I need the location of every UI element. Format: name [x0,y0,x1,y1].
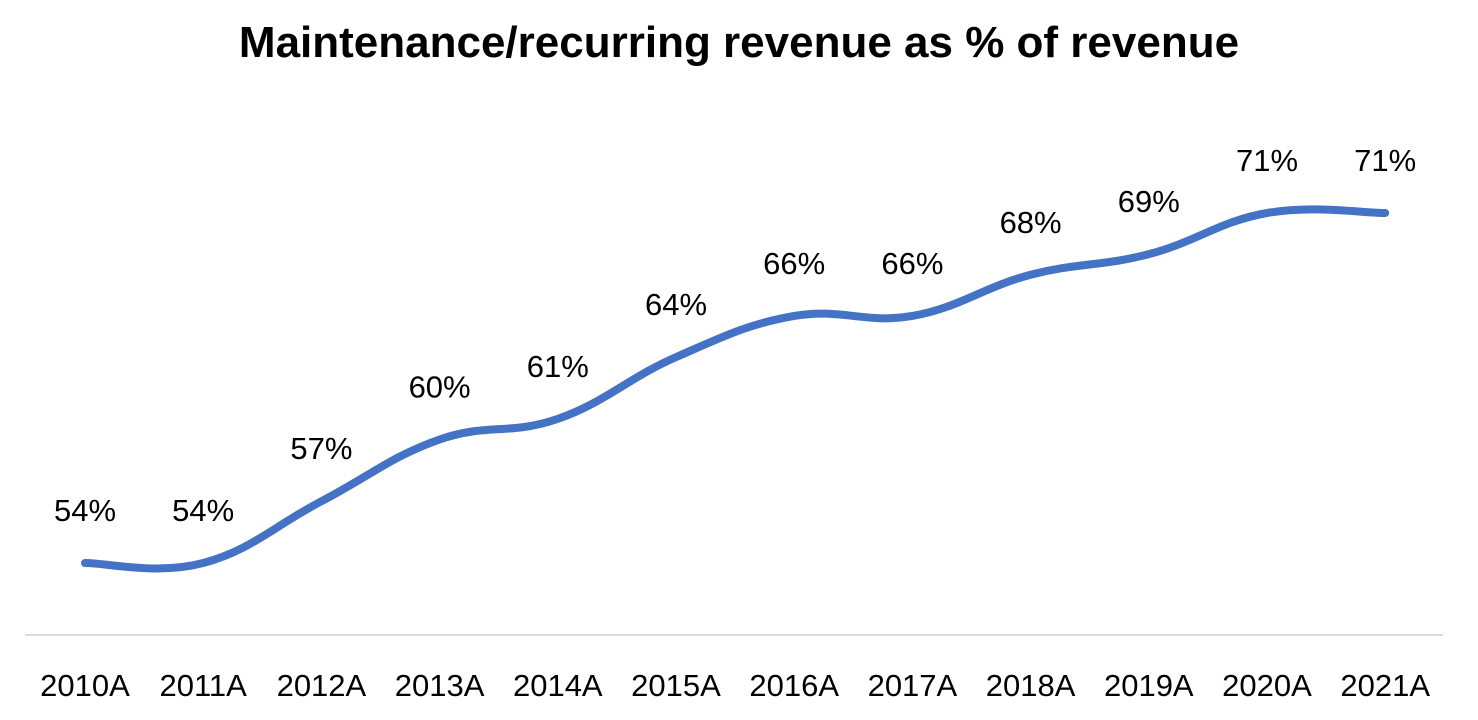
x-tick-2012A: 2012A [277,668,367,703]
data-label-2016A: 66% [763,246,825,281]
data-label-2020A: 71% [1236,143,1298,178]
data-label-2011A: 54% [172,493,234,528]
data-label-2015A: 64% [645,287,707,322]
data-label-2018A: 68% [1000,205,1062,240]
x-tick-labels: 2010A 2011A 2012A 2013A 2014A 2015A 2016A 2017A… [40,668,1430,703]
chart-title: Maintenance/recurring revenue as % of re… [238,18,1240,67]
x-tick-2016A: 2016A [749,668,839,703]
series-line [81,205,1390,573]
x-tick-2013A: 2013A [395,668,485,703]
x-tick-2011A: 2011A [160,668,248,703]
x-tick-2020A: 2020A [1222,668,1312,703]
x-tick-2019A: 2019A [1104,668,1194,703]
data-label-2017A: 66% [881,246,943,281]
data-label-2021A: 71% [1354,143,1416,178]
x-tick-2010A: 2010A [40,668,130,703]
data-label-2019A: 69% [1118,184,1180,219]
x-tick-2017A: 2017A [868,668,958,703]
data-label-2010A: 54% [54,493,116,528]
data-label-2013A: 60% [409,369,471,404]
x-tick-2021A: 2021A [1340,668,1430,703]
data-label-2014A: 61% [527,349,589,384]
data-labels: 54% 54% 57% 60% 61% 64% 66% 66% 68% 69% 71% 71% [54,143,1416,528]
x-tick-2018A: 2018A [986,668,1076,703]
data-label-2012A: 57% [290,431,352,466]
x-tick-2015A: 2015A [631,668,721,703]
x-tick-2014A: 2014A [513,668,603,703]
